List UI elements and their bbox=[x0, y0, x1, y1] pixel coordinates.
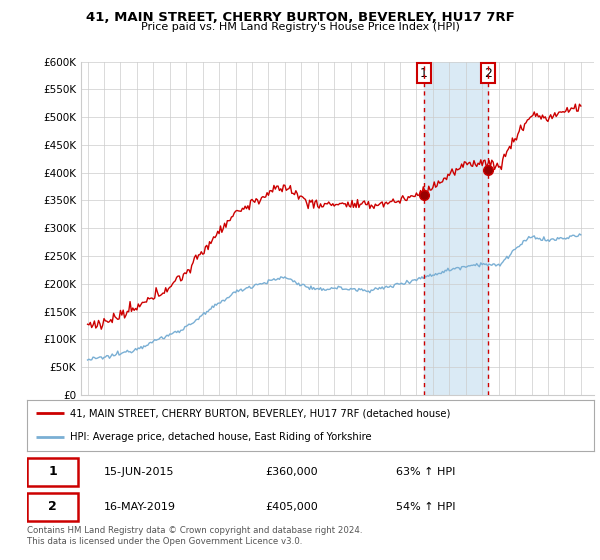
Text: £405,000: £405,000 bbox=[265, 502, 318, 512]
Text: £360,000: £360,000 bbox=[265, 467, 318, 477]
Text: Price paid vs. HM Land Registry's House Price Index (HPI): Price paid vs. HM Land Registry's House … bbox=[140, 22, 460, 32]
Text: 54% ↑ HPI: 54% ↑ HPI bbox=[395, 502, 455, 512]
Text: 41, MAIN STREET, CHERRY BURTON, BEVERLEY, HU17 7RF (detached house): 41, MAIN STREET, CHERRY BURTON, BEVERLEY… bbox=[70, 408, 450, 418]
Text: 41, MAIN STREET, CHERRY BURTON, BEVERLEY, HU17 7RF: 41, MAIN STREET, CHERRY BURTON, BEVERLEY… bbox=[86, 11, 514, 24]
Bar bbox=[424, 62, 488, 395]
Text: 1: 1 bbox=[48, 465, 57, 478]
Text: 15-JUN-2015: 15-JUN-2015 bbox=[104, 467, 174, 477]
Text: HPI: Average price, detached house, East Riding of Yorkshire: HPI: Average price, detached house, East… bbox=[70, 432, 371, 442]
Text: 1: 1 bbox=[420, 67, 428, 80]
Text: Contains HM Land Registry data © Crown copyright and database right 2024.
This d: Contains HM Land Registry data © Crown c… bbox=[27, 526, 362, 546]
Text: 63% ↑ HPI: 63% ↑ HPI bbox=[395, 467, 455, 477]
Text: 2: 2 bbox=[484, 67, 492, 80]
Text: 2: 2 bbox=[48, 500, 57, 514]
FancyBboxPatch shape bbox=[27, 493, 78, 521]
Text: 16-MAY-2019: 16-MAY-2019 bbox=[104, 502, 176, 512]
FancyBboxPatch shape bbox=[27, 458, 78, 486]
